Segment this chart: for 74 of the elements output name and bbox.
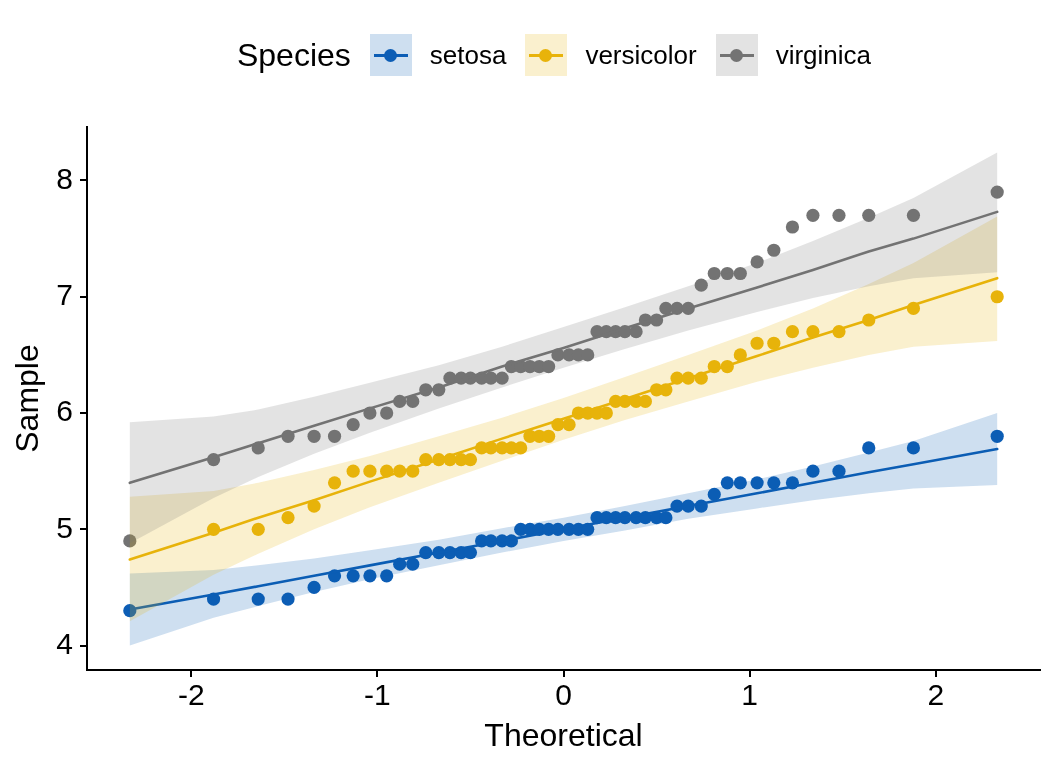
point [733, 266, 747, 281]
point [251, 592, 265, 606]
point [281, 511, 295, 525]
x-tick-label: 2 [927, 678, 945, 712]
point [707, 266, 721, 281]
y-tick-label: 5 [56, 510, 73, 544]
point [406, 557, 420, 571]
x-tick-label: 1 [741, 678, 758, 712]
point [694, 278, 708, 292]
point [638, 394, 652, 409]
point [733, 476, 747, 490]
point [281, 592, 295, 606]
legend-title: Species [236, 36, 351, 74]
point [862, 441, 876, 455]
point [750, 476, 764, 490]
point [327, 476, 342, 490]
point [463, 452, 478, 467]
point [599, 406, 613, 420]
point [659, 511, 673, 525]
point [767, 243, 781, 257]
point [307, 580, 321, 595]
x-tick-label: -1 [364, 678, 391, 712]
point [862, 208, 876, 222]
point [581, 348, 595, 362]
point [990, 290, 1004, 304]
point [832, 208, 846, 222]
point [346, 464, 360, 478]
point [906, 208, 921, 222]
point [720, 476, 734, 490]
legend-label: setosa [429, 39, 507, 71]
y-tick-label: 6 [56, 394, 73, 428]
x-tick-label: 0 [555, 678, 572, 712]
point [123, 534, 137, 548]
legend-label: versicolor [585, 39, 697, 71]
point [767, 476, 781, 490]
point [346, 418, 360, 432]
point [562, 418, 576, 432]
point [750, 336, 764, 350]
point [346, 569, 360, 583]
point [484, 371, 498, 385]
point [906, 441, 921, 455]
point [251, 522, 265, 536]
y-tick-label: 4 [56, 626, 73, 660]
point [990, 429, 1004, 443]
y-tick-label: 7 [56, 278, 73, 312]
point [785, 325, 800, 339]
point [720, 266, 734, 281]
point [514, 441, 528, 455]
point [806, 464, 820, 478]
legend-label: virginica [775, 39, 872, 71]
point [806, 208, 820, 222]
point [542, 359, 556, 374]
point [307, 429, 321, 443]
x-tick-label: -2 [177, 678, 205, 712]
point [380, 406, 394, 420]
point [785, 220, 800, 234]
point [380, 569, 394, 583]
y-tick-label: 8 [56, 161, 73, 195]
x-axis-title: Theoretical [484, 716, 643, 753]
point [832, 464, 846, 478]
point [363, 569, 377, 583]
point [707, 487, 721, 502]
point [990, 185, 1004, 199]
point [406, 394, 420, 409]
point [542, 429, 556, 443]
point [733, 348, 747, 362]
point [495, 371, 509, 385]
point [750, 255, 764, 269]
point [629, 325, 643, 339]
point [767, 336, 781, 350]
y-axis-title: Sample [9, 344, 46, 453]
point [363, 464, 377, 478]
point [327, 429, 342, 443]
point [463, 545, 478, 560]
